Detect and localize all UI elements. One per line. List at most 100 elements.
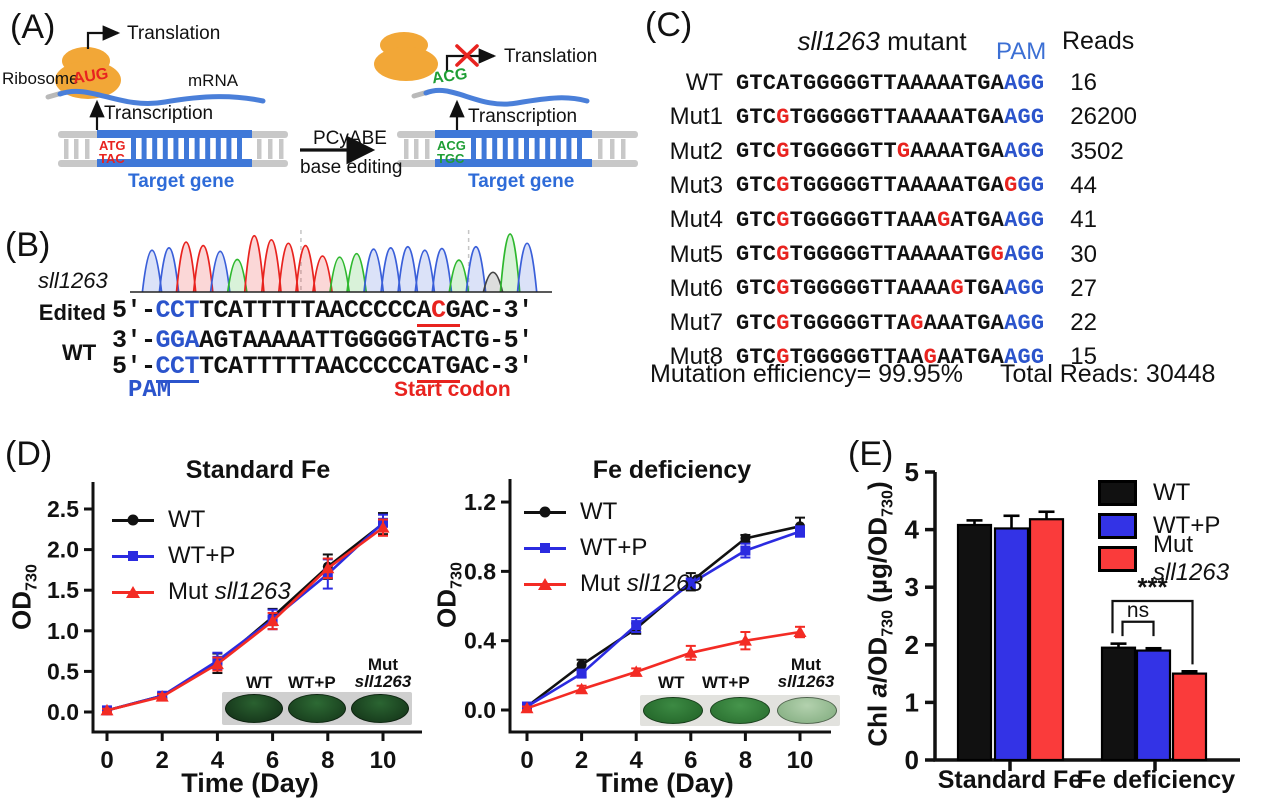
transcription-label-right: Transcription [468,106,578,127]
mutant-row-mut3: Mut3 GTCGTGGGGGTTAAAAATGAGGG 44 [645,169,1097,203]
bars-WT+P [993,514,1172,762]
mutant-row-mut8: Mut8 GTCGTGGGGGTTAAGAATGAAGG 15 [645,340,1097,374]
transcription-label-left: Transcription [104,103,214,124]
peak-T [295,244,316,293]
row-reads: 22 [1070,309,1097,337]
row-label: Mut8 [669,343,723,371]
peak-G [482,271,504,293]
row-reads: 27 [1070,274,1097,302]
svg-text:3: 3 [905,572,919,602]
wt-top-sequence: 3'-GGAAGTAAAAATTGGGGGTACTG-5' [112,326,533,355]
translation-arrow-blocked [445,48,497,71]
row-label: Mut5 [669,240,723,268]
target-gene-left: Target gene [128,171,235,192]
panel-d-label: (D) [5,435,53,473]
mrna-label: mRNA [188,71,239,90]
legend-item-wtp: WT+P [112,538,291,574]
peak-C [158,247,180,293]
mutant-row-mut6: Mut6 GTCGTGGGGGTTAAAAGTGAAGG 27 [645,272,1097,306]
peak-T [312,255,333,293]
svg-text:4: 4 [905,515,920,545]
peak-T [192,244,214,293]
sanger-chromatogram [130,230,552,293]
row-sequence: GTCGTGGGGGTTAGAAATGAAGG [736,310,1045,336]
standard-fe-ylabel: OD730 [6,564,41,630]
wt-dish [224,694,283,723]
start-codon-annotation: Start codon [394,378,511,401]
mutant-row-mut5: Mut5 GTCGTGGGGGTTAAAAATGGAGG 30 [645,238,1097,272]
panel-c-label: (C) [645,6,693,44]
translation-label-left: Translation [127,23,221,44]
row-reads: 16 [1070,69,1097,96]
chl-legend: WT WT+P Mut sll1263 [1098,476,1268,586]
mut-inset-label: Mut sll1263 [354,655,412,692]
peak-T [243,235,265,293]
wt-row-label: WT [62,340,97,365]
wtp-swatch-icon [1098,512,1137,539]
peak-T [277,242,299,293]
fe-deficiency-title: Fe deficiency [592,456,752,484]
sig-label: *** [1137,572,1168,602]
svg-text:8: 8 [321,747,334,774]
mutant-row-mut2: Mut2 GTCGTGGGGGTTGAAAATGAAGG 3502 [645,135,1124,169]
culture-photo [640,695,840,726]
mut-dish [776,697,837,724]
svg-text:10: 10 [370,747,397,774]
peak-C [380,247,402,293]
peak-C [209,250,231,293]
row-label: Mut6 [669,274,723,302]
row-label: Mut2 [669,137,723,165]
standard-fe-chart: 0.0 0.5 1.0 1.5 2.0 2.5 0 2 4 6 8 10 [47,482,422,774]
legend-item-wt: WT [112,502,291,538]
base-editing-label: base editing [300,157,403,178]
row-reads: 44 [1070,171,1097,199]
sig-label: ns [1127,599,1149,622]
row-sequence: GTCGTGGGGGTTAAGAATGAAGG [736,344,1045,370]
mutant-row-mut1: Mut1 GTCGTGGGGGTTAAAAATGAAGG 26200 [645,100,1137,134]
wtp-line-marker-icon [112,549,154,563]
mut-line-marker-icon [524,577,566,591]
svg-text:8: 8 [739,747,752,774]
fe-deficiency-ylabel: OD730 [431,562,466,628]
row-label: Mut7 [669,309,723,337]
legend-item-wt: WT [524,494,703,530]
mut-inset-label: Mut sll1263 [777,655,835,692]
chl-ylabel: Chl a/OD730 (µg/OD730) [862,481,897,747]
row-reads: 30 [1070,240,1097,268]
peak-A [226,258,248,293]
category-fe-deficiency: Fe deficiency [1076,766,1236,794]
dna-codon-left: ATG TAC [99,138,126,166]
edited-sequence: 5'-CCTTCATTTTTAACCCCCACGAC-3' [112,296,533,328]
dna-helix [397,130,638,167]
bars-sll1263 [1028,510,1208,762]
edited-row-label: Edited [38,300,106,325]
peak-C [465,245,487,293]
standard-fe-xlabel: Time (Day) [181,768,319,798]
svg-text:1: 1 [905,687,919,717]
wt-swatch-icon [1098,479,1137,506]
wt-dish [643,697,704,724]
peak-T [260,239,282,293]
axes [91,482,422,734]
peak-A [499,233,521,293]
svg-text:1.5: 1.5 [47,577,79,603]
peak-C [363,248,385,293]
fe-deficiency-legend: WT WT+P Mut sll1263 [524,494,703,602]
ribosome-label: Ribosome [2,69,79,88]
chlorophyll-bar-chart: 0 1 2 3 4 5 ns*** [905,457,1240,775]
series-sll1263 [520,625,807,714]
row-sequence: GTCGTGGGGGTTGAAAATGAAGG [736,139,1045,165]
base-editing-diagram [45,25,638,167]
reads-column-header: Reads [1062,27,1135,55]
peak-C [431,247,453,293]
svg-text:0.8: 0.8 [464,558,496,584]
svg-text:10: 10 [787,747,814,774]
panel-b-label: (B) [5,226,51,264]
row-label: Mut4 [669,206,723,234]
row-reads: 15 [1070,343,1097,371]
svg-text:0.5: 0.5 [47,658,79,684]
legend-item-wtp: WT+P [524,530,703,566]
standard-fe-legend: WT WT+P Mut sll1263 [112,502,291,610]
svg-text:0.0: 0.0 [464,697,496,723]
svg-text:2.5: 2.5 [47,496,79,522]
